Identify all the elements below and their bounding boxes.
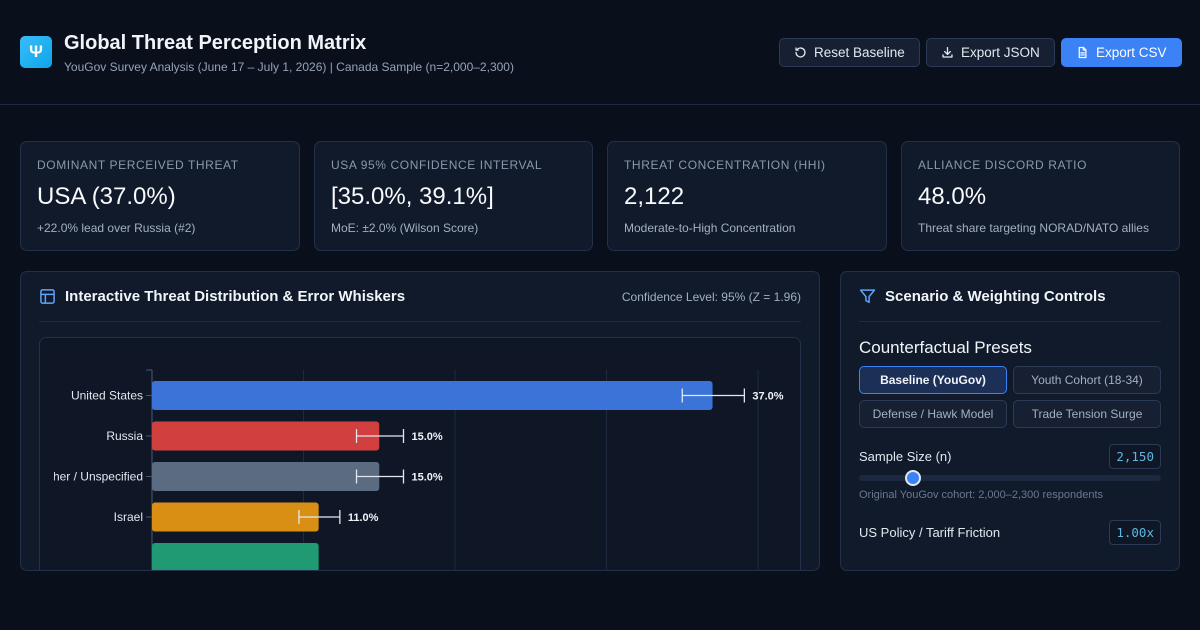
chart-panel-header: Interactive Threat Distribution & Error … [39,272,801,322]
sample-size-value: 2,150 [1109,444,1161,469]
threat-chart-container: United States 37.0% Russia 15.0% Other / Uns… [39,337,801,571]
bar[interactable] [152,381,713,410]
table-icon [40,289,55,304]
reset-baseline-label: Reset Baseline [814,45,905,60]
sample-size-slider[interactable] [859,470,1161,486]
kpi-note: MoE: ±2.0% (Wilson Score) [331,221,479,235]
page-subtitle: YouGov Survey Analysis (June 17 – July 1… [64,60,514,74]
y-tick-label: Russia [106,429,143,443]
threat-bar-chart[interactable]: United States 37.0% Russia 15.0% Other / Uns… [40,338,801,571]
app-header: Ψ Global Threat Perception Matrix YouGov… [0,0,1200,105]
kpi-label: USA 95% Confidence Interval [331,158,543,172]
kpi-card-alliance-discord: Alliance Discord Ratio 48.0% Threat shar… [901,141,1180,251]
controls-panel-header: Scenario & Weighting Controls [859,272,1161,322]
presets-title: Counterfactual Presets [859,338,1032,357]
app-logo: Ψ [20,36,52,68]
kpi-note: Threat share targeting NORAD/NATO allies [918,221,1149,235]
kpi-label: Dominant Perceived Threat [37,158,239,172]
chart-panel-title: Interactive Threat Distribution & Error … [65,288,406,305]
kpi-value: [35.0%, 39.1%] [331,183,494,210]
export-csv-button[interactable]: Export CSV [1061,38,1182,67]
file-icon [1078,46,1087,59]
page-title: Global Threat Perception Matrix [64,32,367,54]
tariff-friction-value: 1.00x [1109,520,1161,545]
tariff-friction-label: US Policy / Tariff Friction [859,525,1001,540]
preset-trade-tension[interactable]: Trade Tension Surge [1013,400,1161,428]
kpi-card-hhi: Threat Concentration (HHI) 2,122 Moderat… [607,141,887,251]
bar[interactable] [152,462,380,491]
preset-defense-hawk[interactable]: Defense / Hawk Model [859,400,1007,428]
slider-thumb[interactable] [905,470,922,486]
controls-panel-title: Scenario & Weighting Controls [885,288,1106,305]
kpi-card-confidence-interval: USA 95% Confidence Interval [35.0%, 39.1… [314,141,593,251]
kpi-value: 2,122 [624,183,685,210]
kpi-label: Threat Concentration (HHI) [624,158,826,172]
chart-panel: Interactive Threat Distribution & Error … [20,271,820,571]
kpi-note: +22.0% lead over Russia (#2) [37,221,196,235]
data-label: 37.0% [752,391,783,403]
reset-baseline-button[interactable]: Reset Baseline [779,38,920,67]
preset-youth-cohort[interactable]: Youth Cohort (18-34) [1013,366,1161,394]
y-tick-label: Israel [114,510,143,524]
preset-baseline[interactable]: Baseline (YouGov) [859,366,1007,394]
kpi-note: Moderate-to-High Concentration [624,221,796,235]
y-tick-label: Other / Unspecified [40,470,143,484]
export-json-label: Export JSON [961,45,1040,60]
reset-icon [795,47,806,58]
confidence-level-text: Confidence Level: 95% (Z = 1.96) [621,289,801,304]
download-icon [942,46,953,58]
data-label: 15.0% [411,431,442,443]
data-label: 11.0% [348,512,379,524]
kpi-label: Alliance Discord Ratio [918,158,1088,172]
controls-panel: Scenario & Weighting Controls Counterfac… [840,271,1180,571]
bar[interactable] [152,421,380,451]
y-tick-label: United States [71,389,143,403]
data-label: 15.0% [411,472,442,484]
sample-size-label: Sample Size (n) [859,449,952,464]
export-csv-label: Export CSV [1096,45,1167,60]
kpi-value: USA (37.0%) [37,183,176,210]
export-json-button[interactable]: Export JSON [926,38,1055,67]
kpi-card-dominant-threat: Dominant Perceived Threat USA (37.0%) +2… [20,141,300,251]
bar[interactable] [152,543,319,571]
filter-icon [859,289,876,304]
kpi-value: 48.0% [918,183,987,210]
sample-size-hint: Original YouGov cohort: 2,000–2,300 resp… [859,489,1104,501]
bar[interactable] [152,502,319,532]
